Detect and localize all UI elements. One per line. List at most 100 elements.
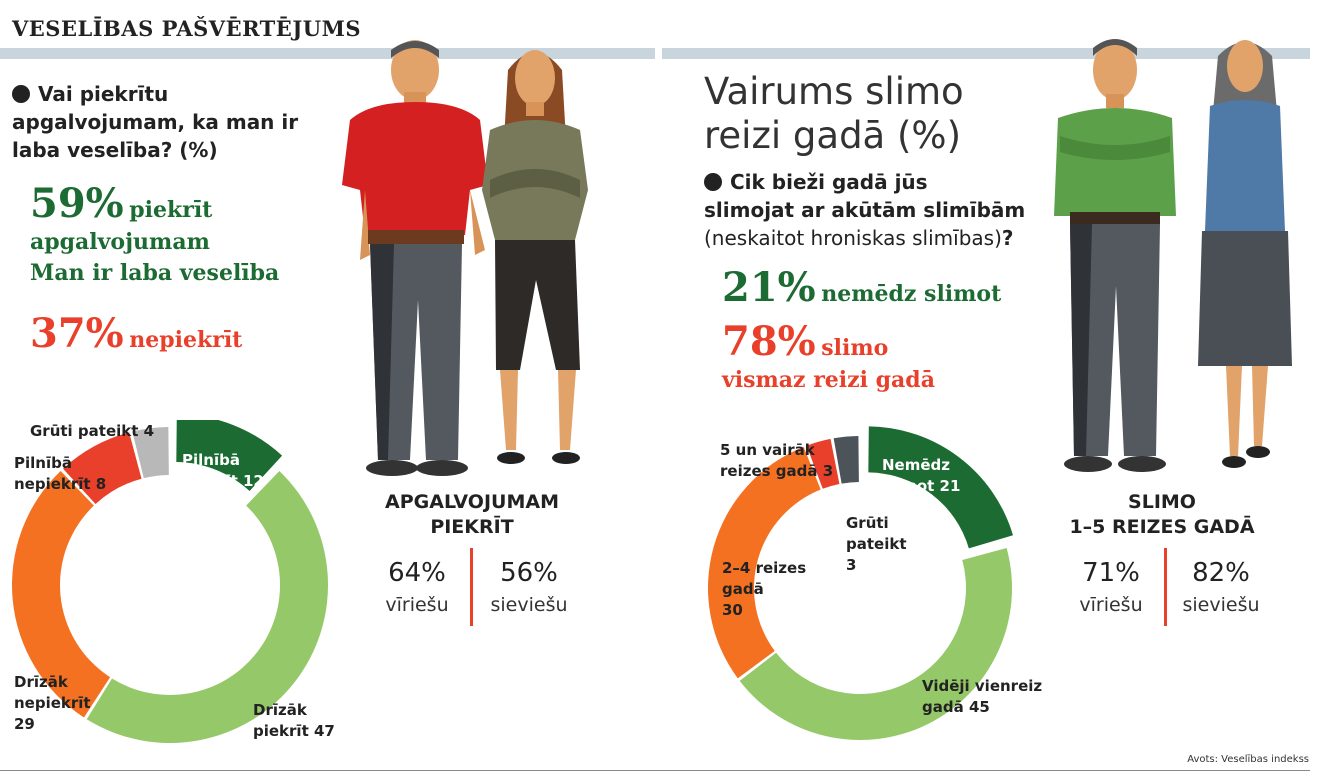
right-label-2to4-l1: 2–4 reizes [722,559,807,577]
right-question-line2: slimojat ar akūtām slimībām [704,198,1026,222]
never-text: nemēdz slimot [821,281,1002,307]
left-donut-slice-2 [86,470,329,743]
right-donut-chart [707,426,1013,741]
right-women-value: 82% [1192,558,1250,588]
left-men-label: vīriešu [385,594,449,616]
left-label-rather-agree: Drīzāk piekrīt 47 [253,700,335,742]
right-label-2to4-l3: 30 [722,601,743,619]
left-women-value: 56% [500,558,558,588]
right-label-never: Nemēdz slimot 21 [882,455,960,497]
left-label-fully-disagree-l2: nepiekrīt 8 [14,475,107,493]
right-question-paren: (neskaitot hroniskas slimības) [704,226,1002,250]
people-illustration-left [342,40,588,476]
left-label-fully-agree: Pilnībā piekrīt 12 [182,450,264,492]
header-rule-left [0,48,655,59]
left-label-fully-disagree: Pilnībā nepiekrīt 8 [14,453,106,495]
never-pct: 21% [722,264,816,311]
left-donut-slice-3 [11,470,111,718]
right-stat-title-line2: 1–5 REIZES GADĀ [1069,516,1255,538]
right-label-never-l1: Nemēdz [882,456,950,474]
sick-line2: vismaz reizi gadā [722,367,935,393]
right-men-value: 71% [1082,558,1140,588]
left-label-rather-disagree: Drīzāk nepiekrīt 29 [14,672,91,735]
left-label-rather-agree-l2: piekrīt 47 [253,722,335,740]
left-question-line1: Vai piekrītu [38,82,169,106]
right-stat-title-line1: SLIMO [1128,491,1196,513]
left-disagree-stat: 37% nepiekrīt [30,314,243,357]
right-donut-slice-3 [707,446,821,679]
left-label-unsure: Grūti pateikt 4 [30,421,154,442]
right-never-stat: 21% nemēdz slimot [722,268,1002,311]
right-donut-slice-4 [806,438,840,489]
right-donut-slice-1 [868,426,1013,549]
right-title-line2: reizi gadā (%) [704,114,962,157]
source-note: Avots: Veselības indekss [1187,754,1309,765]
left-label-rather-disagree-l2: nepiekrīt [14,694,91,712]
right-label-5plus-l2: reizes gadā 3 [720,462,834,480]
left-question-line3: laba veselība? (%) [12,138,218,162]
left-label-fully-agree-l2: piekrīt 12 [182,472,264,490]
right-label-never-l2: slimot 21 [882,477,961,495]
right-donut-slices [707,426,1013,741]
right-men-label: vīriešu [1079,594,1143,616]
left-stat-title-line2: PIEKRĪT [430,516,514,538]
right-label-5plus: 5 un vairāk reizes gadā 3 [720,440,833,482]
sick-pct: 78% [722,318,816,365]
right-title-line1: Vairums slimo [704,70,964,113]
left-label-rather-disagree-l3: 29 [14,715,35,733]
left-question-line2: apgalvojumam, ka man ir [12,110,299,134]
left-label-unsure-l1: Grūti pateikt 4 [30,422,155,440]
bullet-icon [704,173,722,191]
bottom-rule [0,770,1310,771]
right-stat-divider [1164,548,1167,626]
right-question-mark: ? [1001,226,1014,250]
man-figure-green [1054,39,1176,472]
right-label-unsure-l3: 3 [846,556,857,574]
left-donut-slices [11,420,329,743]
bullet-icon [12,85,30,103]
right-label-unsure: Grūti pateikt 3 [846,513,907,576]
right-label-5plus-l1: 5 un vairāk [720,441,815,459]
agree-line2: apgalvojumam [30,229,210,255]
header-rule-right [662,48,1310,59]
left-women-label: sieviešu [490,594,568,616]
agree-line1: piekrīt [129,197,213,223]
right-label-unsure-l1: Grūti [846,514,889,532]
right-label-2to4-l2: gadā [722,580,764,598]
left-donut-chart [11,420,329,743]
woman-figure-olive [482,50,588,464]
left-question: Vai piekrītu apgalvojumam, ka man ir lab… [12,80,332,164]
man-figure-red [342,40,488,476]
agree-line3: Man ir laba veselība [30,260,280,286]
agree-pct: 59% [30,180,124,227]
left-agree-stat: 59% piekrīt apgalvojumam Man ir laba ves… [30,184,280,289]
left-label-fully-agree-l1: Pilnībā [182,451,240,469]
right-stat-title: SLIMO 1–5 REIZES GADĀ [1062,490,1262,540]
right-question: Cik bieži gadā jūs slimojat ar akūtām sl… [704,168,1054,252]
right-donut-slice-2 [739,547,1013,741]
left-donut-slice-5 [132,427,169,479]
left-label-rather-disagree-l1: Drīzāk [14,673,68,691]
right-sick-stat: 78% slimo vismaz reizi gadā [722,322,935,396]
left-label-rather-agree-l1: Drīzāk [253,701,307,719]
right-question-line1: Cik bieži gadā jūs [730,170,928,194]
right-label-once-l1: Vidēji vienreiz [922,677,1043,695]
right-label-2to4: 2–4 reizes gadā 30 [722,558,806,621]
left-donut-slice-4 [63,432,142,505]
page-title: VESELĪBAS PAŠVĒRTĒJUMS [12,16,361,41]
right-women-label: sieviešu [1182,594,1260,616]
left-men-value: 64% [388,558,446,588]
sick-line1: slimo [821,335,889,361]
disagree-text: nepiekrīt [129,327,243,353]
left-stat-divider [470,548,473,626]
right-label-unsure-l2: pateikt [846,535,907,553]
left-label-fully-disagree-l1: Pilnībā [14,454,72,472]
woman-figure-blue [1198,40,1292,468]
right-label-once-l2: gadā 45 [922,698,990,716]
people-illustration-right [1054,39,1292,472]
left-stat-title-line1: APGALVOJUMAM [385,491,559,513]
right-title: Vairums slimo reizi gadā (%) [704,70,964,158]
disagree-pct: 37% [30,310,124,357]
left-donut-slice-1 [176,420,283,492]
left-stat-title: APGALVOJUMAM PIEKRĪT [372,490,572,540]
